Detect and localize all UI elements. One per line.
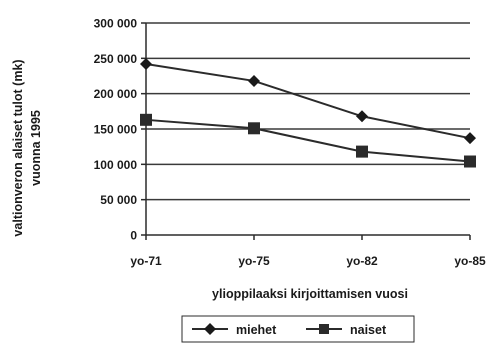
y-tick-label: 250 000 [94, 52, 138, 66]
legend-label-naiset: naiset [350, 323, 387, 337]
legend-label-miehet: miehet [236, 323, 277, 337]
data-point-naiset [248, 122, 260, 135]
y-tick-label: 100 000 [94, 158, 138, 172]
x-tick-label: yo-82 [346, 254, 378, 268]
data-point-miehet [464, 132, 476, 145]
y-tick-label: 50 000 [100, 193, 137, 207]
series-line-naiset [145, 118, 471, 163]
data-point-naiset [356, 145, 368, 158]
data-point-miehet [356, 110, 368, 123]
y-tick-label: 0 [130, 229, 137, 243]
y-axis-title: valtionveron alaiset tulot (mk) [11, 59, 25, 236]
y-axis: 0 50 000 100 000 150 000 200 000 250 000 300 0… [94, 17, 147, 243]
legend-marker-square [319, 324, 329, 334]
x-tick-label: yo-71 [130, 254, 162, 268]
gridlines [146, 22, 470, 201]
x-axis-title: ylioppilaaksi kirjoittamisen vuosi [212, 287, 408, 301]
series-line-miehet [145, 62, 471, 140]
legend: miehet naiset [181, 315, 415, 343]
y-axis-title-line2: vuonna 1995 [29, 110, 43, 186]
x-tick-label: yo-75 [238, 254, 270, 268]
data-point-naiset [464, 155, 476, 168]
legend-marker-diamond [204, 323, 216, 335]
y-tick-label: 150 000 [94, 123, 138, 137]
data-point-naiset [140, 113, 152, 126]
data-point-miehet [248, 74, 260, 87]
y-tick-label: 300 000 [94, 17, 138, 31]
y-tick-label: 200 000 [94, 87, 138, 101]
x-axis: yo-71 yo-75 yo-82 yo-85 [130, 234, 486, 268]
data-point-miehet [140, 57, 152, 70]
x-tick-label: yo-85 [454, 254, 486, 268]
series-lines [140, 57, 476, 168]
